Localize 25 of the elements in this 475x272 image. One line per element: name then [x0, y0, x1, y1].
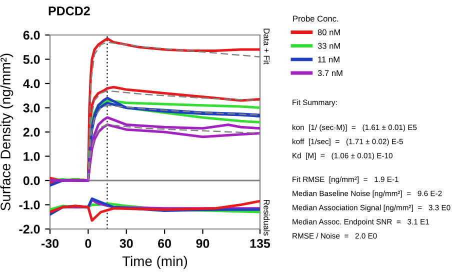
legend-label: 11 nM	[318, 56, 340, 62]
legend-label: 3.7 nM	[318, 70, 342, 76]
y-tick-label: 5.0	[23, 55, 40, 64]
y-tick-label: 4.0	[23, 79, 40, 88]
x-tick-label: 90	[196, 239, 210, 248]
x-tick-label: 0	[85, 239, 92, 248]
legend-label: 80 nM	[318, 29, 340, 36]
y-tick-label: -2.0	[19, 224, 40, 234]
y-tick-label: 0.0	[23, 176, 40, 186]
x-tick-label: 60	[158, 239, 171, 248]
chart-title: PDCD2	[48, 6, 90, 16]
x-tick-label: 30	[120, 239, 133, 248]
x-tick-label: -30	[41, 239, 59, 248]
x-tick-label: 135	[250, 239, 270, 248]
legend-title: Probe Conc.	[293, 16, 338, 22]
x-axis-title: Time (min)	[122, 256, 188, 269]
y-tick-label: 6.0	[23, 30, 40, 40]
y-tick-label: 3.0	[23, 104, 40, 112]
legend-label: 33 nM	[318, 42, 340, 49]
text: Data + Fit	[264, 28, 270, 64]
y-tick-label: -1.0	[19, 200, 40, 210]
y-axis-title: Surface Density (ng/mm²)	[0, 54, 14, 210]
y-tick-label: 1.0	[24, 152, 40, 161]
text: Residuals	[264, 200, 270, 236]
y-tick-label: 2.0	[23, 128, 40, 137]
